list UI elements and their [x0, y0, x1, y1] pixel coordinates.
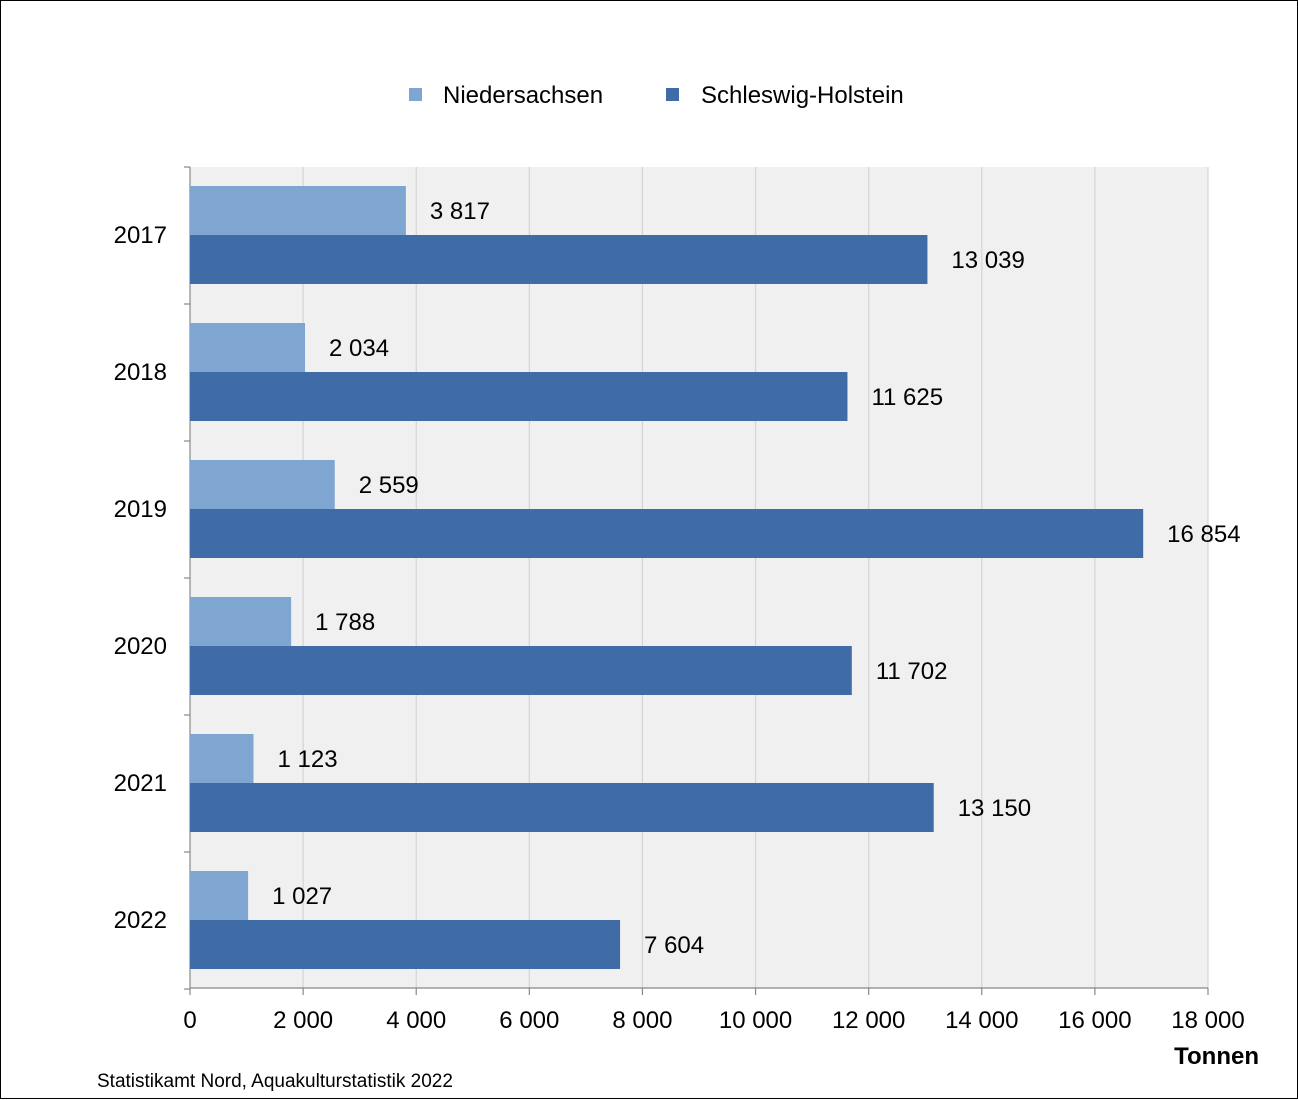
- x-tick-label: 10 000: [719, 1007, 792, 1034]
- bar: [190, 323, 306, 372]
- data-label: 2 034: [329, 335, 389, 362]
- x-tick-label: 12 000: [832, 1007, 905, 1034]
- data-label: 16 854: [1167, 521, 1240, 548]
- bar: [190, 235, 928, 284]
- data-label: 11 625: [871, 384, 943, 411]
- bar: [190, 871, 249, 920]
- x-tick-label: 0: [183, 1007, 196, 1034]
- y-tick-label: 2021: [114, 770, 167, 797]
- x-tick-label: 6 000: [499, 1007, 559, 1034]
- bar: [190, 646, 852, 695]
- bar: [190, 186, 406, 235]
- x-tick-label: 14 000: [945, 1007, 1018, 1034]
- bar: [190, 783, 934, 832]
- y-tick-label: 2018: [114, 359, 167, 386]
- plot-area: [190, 167, 1208, 988]
- y-tick-label: 2022: [114, 907, 167, 934]
- x-tick-label: 8 000: [612, 1007, 672, 1034]
- source-note: Statistikamt Nord, Aquakulturstatistik 2…: [97, 1071, 453, 1092]
- y-tick-label: 2019: [114, 496, 167, 523]
- data-label: 13 039: [951, 247, 1024, 274]
- data-label: 13 150: [958, 795, 1031, 822]
- legend-label: Schleswig-Holstein: [701, 82, 904, 109]
- data-label: 2 559: [359, 472, 419, 499]
- data-label: 1 788: [315, 609, 375, 636]
- x-tick-label: 18 000: [1171, 1007, 1244, 1034]
- bar: [190, 509, 1144, 558]
- data-label: 11 702: [876, 658, 948, 685]
- x-tick-label: 4 000: [386, 1007, 446, 1034]
- data-label: 7 604: [644, 932, 704, 959]
- x-tick-label: 16 000: [1058, 1007, 1131, 1034]
- y-tick-label: 2020: [114, 633, 167, 660]
- legend-swatch: [409, 88, 422, 101]
- x-tick-label: 2 000: [273, 1007, 333, 1034]
- x-axis-label: Tonnen: [1174, 1043, 1259, 1070]
- legend-label: Niedersachsen: [443, 82, 603, 109]
- data-label: 3 817: [430, 198, 490, 225]
- bar: [190, 372, 848, 421]
- bar: [190, 920, 621, 969]
- data-label: 1 123: [278, 746, 338, 773]
- bar: [190, 734, 254, 783]
- bar: [190, 597, 292, 646]
- y-tick-label: 2017: [114, 222, 167, 249]
- bar: [190, 460, 335, 509]
- data-label: 1 027: [272, 883, 332, 910]
- legend-swatch: [666, 88, 679, 101]
